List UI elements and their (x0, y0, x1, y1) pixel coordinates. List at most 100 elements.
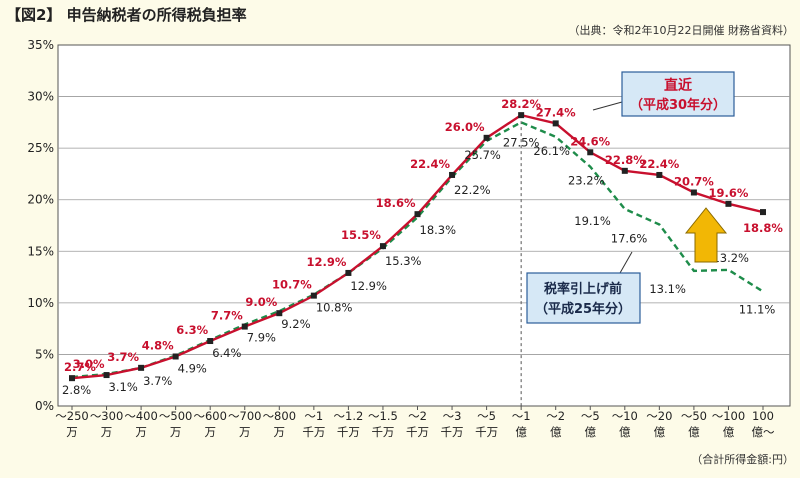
data-label-before: 15.3% (385, 254, 422, 268)
x-tick-label: ～3 (443, 409, 462, 423)
data-label-before: 9.2% (281, 317, 310, 331)
x-tick-label-unit: 億 (688, 425, 700, 439)
x-tick-label-unit: 億 (619, 425, 631, 439)
data-label-recent: 27.4% (536, 105, 576, 119)
data-label-before: 4.9% (178, 361, 207, 375)
data-label-before: 18.3% (420, 223, 457, 237)
x-tick-label-unit: 千万 (441, 425, 464, 439)
x-tick-label: ～1 (512, 409, 531, 423)
data-label-recent: 22.8% (605, 153, 645, 167)
data-point-recent (725, 200, 732, 207)
x-tick-label-unit: 千万 (302, 425, 325, 439)
recent-callout-subtitle: （平成30年分） (630, 97, 726, 113)
x-tick-label: ～100 (712, 409, 745, 423)
x-tick-label: ～300 (90, 409, 123, 423)
data-label-recent: 18.6% (376, 196, 416, 210)
x-tick-label-unit: 万 (170, 425, 182, 439)
x-tick-label: ～1.2 (334, 409, 364, 423)
recent-callout: 直近 （平成30年分） (592, 71, 735, 117)
data-label-before: 17.6% (611, 231, 648, 245)
y-tick-label: 20% (27, 193, 54, 207)
data-label-recent: 4.8% (142, 338, 174, 352)
data-label-before: 2.8% (62, 383, 91, 397)
data-label-before: 25.7% (464, 148, 501, 162)
data-label-before: 3.7% (143, 374, 172, 388)
x-tick-label-unit: 億 (585, 425, 597, 439)
data-point-recent (379, 243, 386, 250)
x-tick-label: ～400 (124, 409, 157, 423)
source-note: （出典：令和2年10月22日開催 財務省資料） (569, 23, 795, 37)
data-label-recent: 12.9% (306, 255, 346, 269)
data-point-recent (207, 338, 214, 345)
data-point-recent (483, 134, 490, 141)
data-point-recent (69, 375, 75, 382)
data-point-recent (345, 269, 352, 276)
x-tick-label-unit: 万 (204, 425, 216, 439)
x-tick-label-unit: 千万 (337, 425, 360, 439)
series-line-before (71, 121, 764, 379)
data-label-before: 26.1% (533, 144, 570, 158)
y-tick-label: 10% (27, 296, 54, 310)
increase-arrow-icon (684, 207, 728, 263)
x-tick-label: ～250 (55, 409, 88, 423)
data-point-recent (138, 364, 145, 371)
x-tick-label-unit: 万 (239, 425, 251, 439)
data-label-before: 6.4% (212, 346, 241, 360)
x-tick-label-unit: 億 (723, 425, 735, 439)
data-label-before: 7.9% (247, 331, 276, 345)
recent-callout-leader (592, 101, 623, 111)
x-tick-label: ～600 (193, 409, 226, 423)
x-tick-label: ～1 (304, 409, 323, 423)
x-tick-label-unit: 万 (66, 425, 78, 439)
data-label-recent: 22.4% (639, 157, 679, 171)
before-callout: 税率引上げ前 （平成25年分） (526, 251, 641, 324)
data-label-before: 13.1% (649, 282, 686, 296)
x-tick-label: ～800 (263, 409, 296, 423)
x-tick-label: ～50 (681, 409, 707, 423)
x-tick-label: ～10 (612, 409, 638, 423)
data-point-recent (518, 112, 525, 119)
data-label-recent: 26.0% (445, 120, 485, 134)
data-point-recent (241, 323, 248, 330)
data-label-before: 19.1% (574, 214, 611, 228)
data-label-before: 12.9% (350, 279, 387, 293)
data-label-recent: 24.6% (570, 134, 610, 148)
y-tick-label: 30% (27, 90, 54, 104)
data-label-before: 13.2% (712, 251, 749, 265)
data-label-recent: 28.2% (501, 97, 541, 111)
data-label-before: 23.2% (568, 174, 605, 188)
data-point-recent (310, 292, 317, 299)
data-point-recent (552, 120, 559, 127)
data-point-recent (172, 353, 179, 360)
chart-title: 【図2】 申告納税者の所得税負担率 (6, 6, 247, 24)
x-tick-label-unit: 億 (515, 425, 527, 439)
y-tick-label: 35% (27, 38, 54, 52)
x-tick-label: ～5 (581, 409, 600, 423)
data-label-recent: 15.5% (341, 228, 381, 242)
data-label-recent: 6.3% (176, 323, 208, 337)
series-layer (69, 112, 766, 382)
y-tick-label: 0% (35, 399, 54, 413)
x-tick-label-unit: 千万 (475, 425, 498, 439)
data-label-before: 27.5% (503, 135, 540, 149)
x-tick-label-unit: 万 (101, 425, 113, 439)
x-tick-label: ～5 (477, 409, 496, 423)
data-label-recent: 20.7% (674, 174, 714, 188)
data-point-recent (760, 209, 766, 216)
x-tick-label: 100 (752, 409, 774, 423)
data-label-recent: 3.0% (73, 357, 105, 371)
data-label-recent: 18.8% (743, 221, 783, 235)
data-point-recent (656, 171, 663, 178)
data-label-recent: 9.0% (245, 295, 277, 309)
x-tick-label-unit: 万 (135, 425, 147, 439)
data-label-recent: 10.7% (272, 278, 312, 292)
data-point-recent (414, 211, 421, 218)
before-callout-box (526, 272, 641, 324)
data-label-before: 11.1% (739, 303, 776, 317)
data-label-recent: 3.7% (107, 350, 139, 364)
before-callout-title: 税率引上げ前 (544, 281, 622, 297)
y-axis: 0% 5% 10% 15% 20% 25% 30% 35% (27, 38, 54, 413)
y-tick-label: 15% (27, 244, 54, 258)
